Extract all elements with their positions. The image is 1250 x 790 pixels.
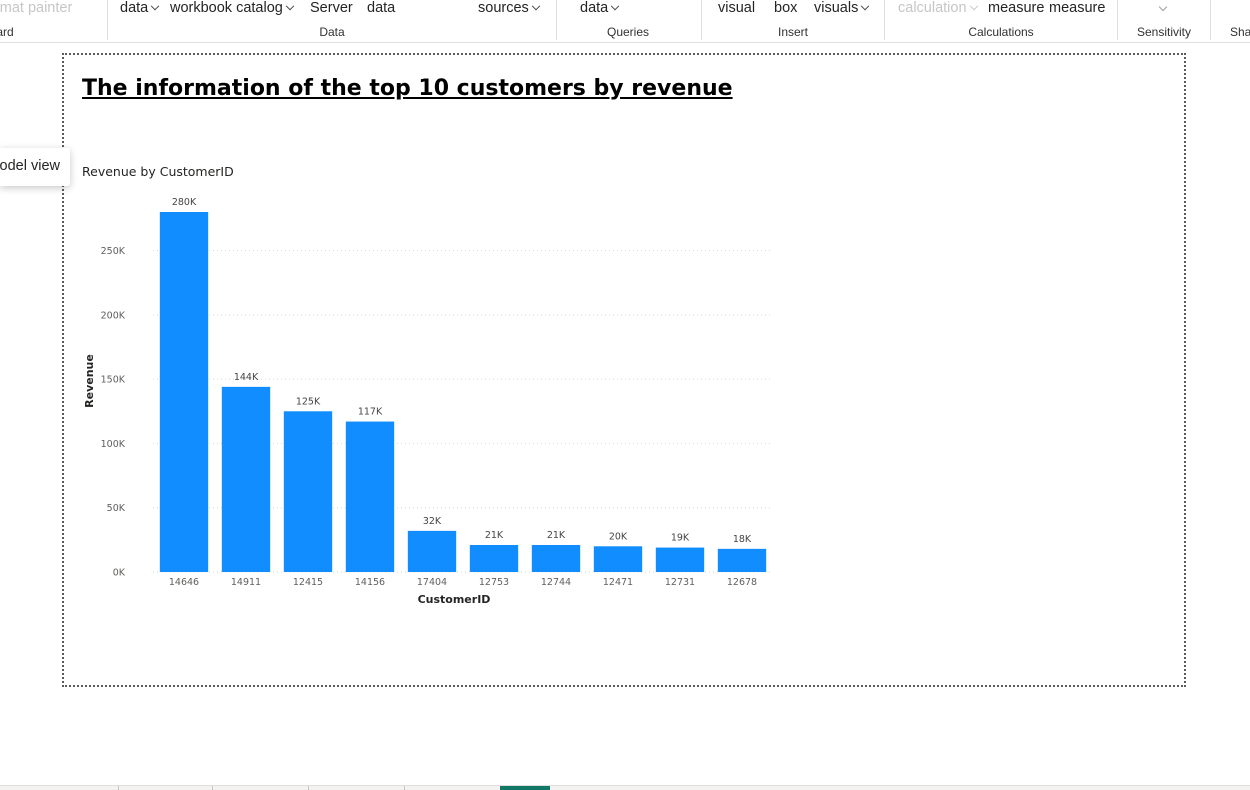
calculation-label: calculation (898, 0, 967, 16)
x-axis-title: CustomerID (418, 593, 491, 606)
x-tick-label: 12415 (293, 577, 323, 588)
x-tick-label: 17404 (417, 577, 447, 588)
y-tick-label: 50K (107, 503, 126, 514)
ribbon-group-share: Share (1230, 25, 1250, 39)
recent-sources-button[interactable]: sources (478, 0, 541, 18)
data-label: 19K (671, 533, 690, 544)
bar-14646[interactable] (159, 212, 209, 572)
get-data-button[interactable]: data (120, 0, 160, 18)
ribbon-separator (107, 0, 108, 40)
sql-server-button[interactable]: Server (310, 0, 353, 18)
y-axis-ticks: 0K 50K 100K 150K 200K 250K (101, 246, 126, 578)
ribbon-group-calculations: Calculations (968, 25, 1034, 39)
bar-14156[interactable] (345, 421, 395, 572)
text-box-button[interactable]: box (774, 0, 797, 18)
measure-label: measure (988, 0, 1045, 16)
active-page-tab[interactable] (500, 786, 550, 790)
bar-12744[interactable] (531, 545, 581, 572)
model-view-label: Model view (0, 158, 60, 174)
group-clipboard-label: Clipboard (0, 25, 14, 39)
x-tick-label: 12678 (727, 577, 757, 588)
chart-title: Revenue by CustomerID (82, 164, 234, 179)
data-label: 21K (547, 530, 566, 541)
bar-12731[interactable] (655, 547, 705, 572)
data-label: 144K (234, 372, 259, 383)
data-label: 280K (172, 197, 197, 208)
y-tick-label: 100K (101, 439, 126, 450)
report-canvas (0, 43, 1250, 785)
tab-divider (308, 786, 309, 790)
ribbon-separator (884, 0, 885, 40)
ribbon-group-data: Data (319, 25, 345, 39)
ribbon-separator (1117, 0, 1118, 40)
tab-divider (404, 786, 405, 790)
chart-bars (159, 212, 767, 572)
quick-calculation-button[interactable]: calculation (898, 0, 978, 18)
bar-14911[interactable] (221, 386, 271, 572)
ribbon-separator (556, 0, 557, 40)
ribbon-group-queries: Queries (606, 25, 650, 39)
ribbon: Format painter data workbook catalog Ser… (0, 0, 1250, 43)
new-measure-button[interactable]: measure (988, 0, 1044, 18)
x-tick-label: 14911 (231, 577, 261, 588)
data-label: 21K (485, 530, 504, 541)
bar-12678[interactable] (717, 548, 767, 572)
server-label: Server (310, 0, 353, 16)
bar-12753[interactable] (469, 545, 519, 572)
box-label: box (774, 0, 798, 16)
get-data-label: data (120, 0, 149, 16)
queries-data-label: data (580, 0, 609, 16)
data-label: 20K (609, 531, 628, 542)
model-view-tooltip: Model view (0, 148, 70, 186)
y-tick-label: 150K (101, 375, 126, 386)
format-painter-label: Format painter (0, 0, 73, 16)
enter-data-button[interactable]: data (367, 0, 395, 18)
ribbon-separator (1210, 0, 1211, 40)
bar-12471[interactable] (593, 546, 643, 572)
bar-17404[interactable] (407, 530, 457, 572)
quick-measure-label: measure (1049, 0, 1106, 16)
y-tick-label: 0K (113, 568, 126, 579)
enter-data-label: data (367, 0, 396, 16)
x-tick-label: 12731 (665, 577, 695, 588)
x-tick-label: 12744 (541, 577, 571, 588)
data-label: 125K (296, 396, 321, 407)
selected-visual-frame[interactable] (62, 53, 1186, 687)
page-tabs-bar (0, 785, 1250, 790)
ribbon-group-sensitivity: Sensitivity (1136, 25, 1192, 39)
refresh-data-button[interactable]: data (580, 0, 620, 18)
quick-measure-button[interactable]: measure (1049, 0, 1105, 18)
tab-divider (212, 786, 213, 790)
x-tick-label: 12753 (479, 577, 509, 588)
data-label: 32K (423, 516, 442, 527)
excel-workbook-catalog-button[interactable]: workbook catalog (170, 0, 295, 18)
tab-divider (118, 786, 119, 790)
sources-label: sources (478, 0, 529, 16)
x-axis-ticks: 14646 14911 12415 14156 17404 12753 12744 12471… (169, 577, 757, 588)
data-label: 117K (358, 407, 383, 418)
x-tick-label: 14646 (169, 577, 199, 588)
y-tick-label: 200K (101, 310, 126, 321)
new-visual-button[interactable]: visual (718, 0, 755, 18)
x-tick-label: 14156 (355, 577, 385, 588)
ribbon-group-clipboard: Clipboard (0, 25, 42, 39)
workbook-catalog-label: workbook catalog (170, 0, 283, 16)
visuals-label: visuals (814, 0, 859, 16)
y-axis-title: Revenue (83, 354, 96, 408)
y-tick-label: 250K (101, 246, 126, 257)
ribbon-group-insert: Insert (777, 25, 809, 39)
page-title[interactable]: The information of the top 10 customers … (82, 76, 733, 101)
bar-12415[interactable] (283, 411, 333, 572)
x-tick-label: 12471 (603, 577, 633, 588)
more-visuals-button[interactable]: visuals (814, 0, 870, 18)
visual-label: visual (718, 0, 756, 16)
data-labels: 280K 144K 125K 117K 32K 21K 21K 20K 19K 18K (172, 197, 752, 545)
format-painter-button[interactable]: Format painter (0, 0, 72, 18)
ribbon-separator (701, 0, 702, 40)
data-label: 18K (733, 534, 752, 545)
